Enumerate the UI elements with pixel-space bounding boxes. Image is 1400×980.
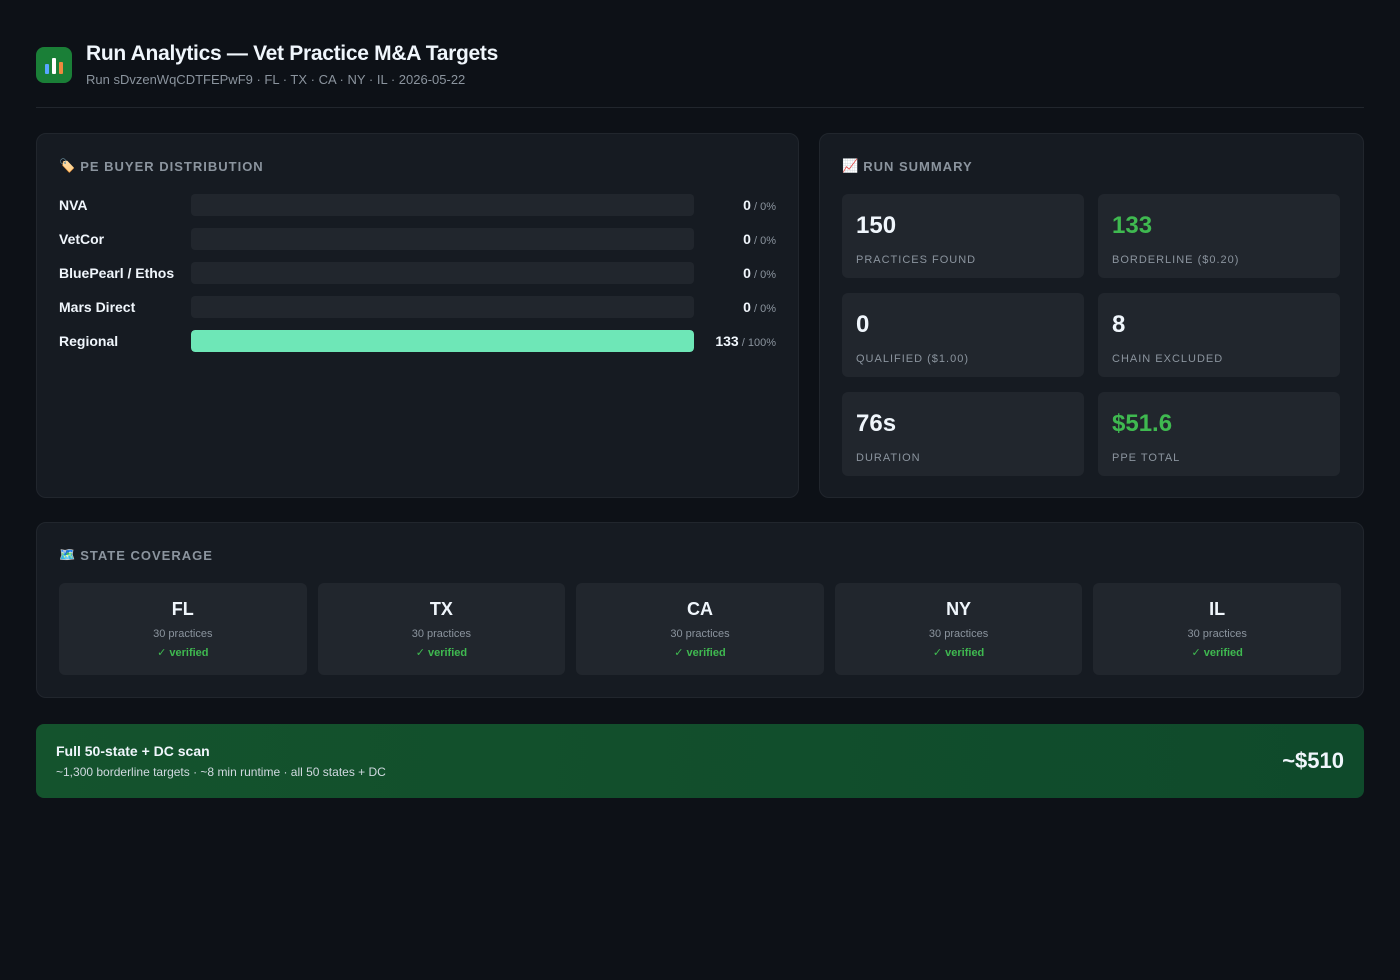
state-code: FL xyxy=(171,599,194,619)
pe-buyer-value: 0 / 0% xyxy=(694,265,776,281)
stat-value: 8 xyxy=(1112,311,1126,338)
pe-buyer-distribution-heading: PE Buyer Distribution xyxy=(80,158,264,174)
pe-buyer-value: 133 / 100% xyxy=(694,333,776,349)
pe-buyer-bars: NVA 0 / 0% VetCor 0 / 0% BluePearl / Ethos 0 … xyxy=(59,194,776,352)
state-coverage-title: 🗺️ State Coverage xyxy=(59,547,1341,563)
state-code: NY xyxy=(946,599,972,619)
pe-buyer-count: 133 xyxy=(715,333,739,349)
stat-value: 76s xyxy=(856,410,897,437)
summary-stat: 8 Chain Excluded xyxy=(1098,293,1340,377)
banner-text: Full 50-state + DC scan ~1,300 borderlin… xyxy=(56,743,386,779)
state-verified-status: ✓ verified xyxy=(415,647,468,659)
stat-label: Duration xyxy=(856,452,921,464)
pe-buyer-label: NVA xyxy=(59,197,88,213)
pe-buyer-value: 0 / 0% xyxy=(694,299,776,315)
pe-buyer-bar-track xyxy=(191,296,694,318)
pe-buyer-row: Regional 133 / 100% xyxy=(59,330,776,352)
state-coverage-card: 🗺️ State Coverage FL 30 practices ✓ verifi… xyxy=(36,522,1364,698)
stat-value: 133 xyxy=(1112,212,1153,239)
summary-stat: 150 Practices Found xyxy=(842,194,1084,278)
run-summary-title: 📈 Run Summary xyxy=(842,158,1341,174)
pe-buyer-percent: / 0% xyxy=(750,303,776,315)
stat-label: Chain Excluded xyxy=(1112,353,1224,365)
header-text: Run Analytics — Vet Practice M&A Targets… xyxy=(86,42,498,87)
pe-buyer-label: VetCor xyxy=(59,231,105,247)
state-verified-status: ✓ verified xyxy=(932,647,985,659)
state-code: IL xyxy=(1209,599,1226,619)
state-tiles: FL 30 practices ✓ verified TX 30 practices ✓ … xyxy=(59,583,1341,675)
state-coverage-heading: State Coverage xyxy=(80,547,213,563)
page-header: Run Analytics — Vet Practice M&A Targets… xyxy=(36,0,1364,108)
stat-value: 0 xyxy=(856,311,870,338)
pe-buyer-percent: / 0% xyxy=(750,235,776,247)
state-tile-tx[interactable]: TX 30 practices ✓ verified xyxy=(317,583,566,675)
full-scan-banner[interactable]: Full 50-state + DC scan ~1,300 borderlin… xyxy=(36,724,1364,798)
pe-buyer-distribution-card: 🏷️ PE Buyer Distribution NVA 0 / 0% VetCor… xyxy=(36,133,799,498)
stat-label: PPE Total xyxy=(1112,452,1181,464)
state-tile-il[interactable]: IL 30 practices ✓ verified xyxy=(1093,583,1341,675)
pe-buyer-bar-track xyxy=(191,262,694,284)
run-meta: Run sDvzenWqCDTFEPwF9 · FL · TX · CA · N… xyxy=(86,72,466,87)
state-practice-count: 30 practices xyxy=(153,628,213,640)
state-tile-ny[interactable]: NY 30 practices ✓ verified xyxy=(834,583,1083,675)
pe-buyer-count: 0 xyxy=(743,197,751,213)
state-verified-status: ✓ verified xyxy=(157,647,209,659)
pe-buyer-count: 0 xyxy=(743,299,751,315)
pe-buyer-row: VetCor 0 / 0% xyxy=(59,228,776,250)
state-code: TX xyxy=(429,599,453,619)
pe-buyer-value: 0 / 0% xyxy=(694,231,776,247)
state-verified-status: ✓ verified xyxy=(674,647,726,659)
pe-buyer-percent: / 100% xyxy=(738,337,776,349)
pe-buyer-count: 0 xyxy=(743,265,751,281)
state-tile-fl[interactable]: FL 30 practices ✓ verified xyxy=(59,583,307,675)
pe-buyer-bar-track xyxy=(191,330,694,352)
state-practice-count: 30 practices xyxy=(670,628,730,640)
summary-stats-grid: 150 Practices Found 133 Borderline ($0.20) 0… xyxy=(842,194,1341,476)
pe-buyer-label: Regional xyxy=(59,333,119,349)
state-code: CA xyxy=(686,599,713,619)
summary-stat: $51.6 PPE Total xyxy=(1098,392,1340,476)
stat-value: 150 xyxy=(856,212,897,239)
run-summary-heading: Run Summary xyxy=(863,158,973,174)
banner-price: ~$510 xyxy=(1282,748,1344,773)
stat-label: Borderline ($0.20) xyxy=(1112,254,1240,266)
state-tile-ca[interactable]: CA 30 practices ✓ verified xyxy=(576,583,824,675)
pe-buyer-bar-fill xyxy=(191,330,694,352)
pe-buyer-label: BluePearl / Ethos xyxy=(59,265,175,281)
pe-buyer-value: 0 / 0% xyxy=(694,197,776,213)
run-summary-card: 📈 Run Summary 150 Practices Found 133 Borde… xyxy=(819,133,1364,498)
chart-increasing-icon: 📈 xyxy=(842,158,860,173)
page-title: Run Analytics — Vet Practice M&A Targets xyxy=(86,42,499,65)
bar-chart-icon xyxy=(36,46,72,83)
state-practice-count: 30 practices xyxy=(1187,628,1247,640)
pe-buyer-distribution-title: 🏷️ PE Buyer Distribution xyxy=(59,158,776,174)
summary-stat: 76s Duration xyxy=(842,392,1084,476)
pe-buyer-bar-track xyxy=(191,194,694,216)
pe-buyer-row: Mars Direct 0 / 0% xyxy=(59,296,776,318)
pe-buyer-count: 0 xyxy=(743,231,751,247)
tag-icon: 🏷️ xyxy=(59,158,77,173)
banner-title: Full 50-state + DC scan xyxy=(56,743,210,759)
summary-stat: 0 Qualified ($1.00) xyxy=(842,293,1084,377)
pe-buyer-bar-track xyxy=(191,228,694,250)
map-icon: 🗺️ xyxy=(59,547,77,562)
stat-label: Practices Found xyxy=(856,254,977,266)
state-practice-count: 30 practices xyxy=(928,628,989,640)
state-practice-count: 30 practices xyxy=(411,628,472,640)
banner-subtitle: ~1,300 borderline targets · ~8 min runti… xyxy=(56,765,386,779)
state-verified-status: ✓ verified xyxy=(1191,647,1243,659)
stat-value: $51.6 xyxy=(1112,410,1173,437)
pe-buyer-row: BluePearl / Ethos 0 / 0% xyxy=(59,262,776,284)
stat-label: Qualified ($1.00) xyxy=(856,353,969,365)
top-row: 🏷️ PE Buyer Distribution NVA 0 / 0% VetCor… xyxy=(36,133,1364,498)
pe-buyer-row: NVA 0 / 0% xyxy=(59,194,776,216)
pe-buyer-label: Mars Direct xyxy=(59,299,136,315)
pe-buyer-percent: / 0% xyxy=(750,269,776,281)
pe-buyer-percent: / 0% xyxy=(750,201,776,213)
summary-stat: 133 Borderline ($0.20) xyxy=(1098,194,1340,278)
